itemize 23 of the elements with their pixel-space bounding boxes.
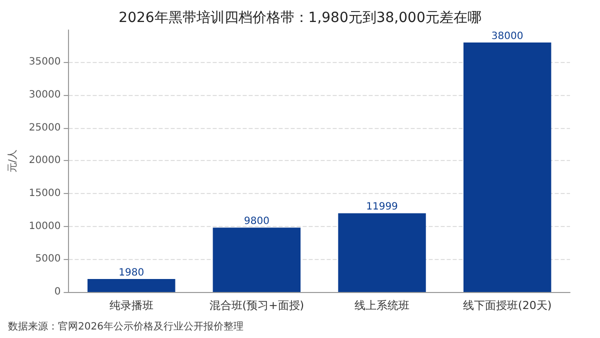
x-tick-label: 线上系统班 bbox=[354, 299, 410, 312]
y-tick-label: 5000 bbox=[35, 254, 61, 265]
source-note: 数据来源：官网2026年公示价格及行业公开报价整理 bbox=[8, 320, 244, 332]
data-label: 11999 bbox=[366, 202, 398, 213]
y-tick-label: 0 bbox=[54, 286, 61, 298]
bar bbox=[463, 42, 552, 292]
y-tick-label: 30000 bbox=[28, 90, 61, 101]
y-tick-label: 15000 bbox=[28, 188, 61, 200]
x-tick-label: 纯录播班 bbox=[109, 299, 154, 312]
chart-title: 2026年黑带培训四档价格带：1,980元到38,000元差在哪 bbox=[118, 10, 482, 26]
y-tick-label: 10000 bbox=[28, 220, 61, 232]
data-label: 38000 bbox=[491, 30, 524, 42]
data-label: 1980 bbox=[118, 268, 144, 278]
y-tick-label: 20000 bbox=[28, 155, 61, 166]
y-axis-title: 元/人 bbox=[8, 149, 18, 173]
x-tick-label: 线下面授班(20天) bbox=[463, 299, 552, 312]
y-tick-label: 35000 bbox=[28, 56, 61, 68]
data-label: 9800 bbox=[244, 216, 270, 228]
x-tick-label: 混合班(预习+面授) bbox=[209, 299, 304, 312]
bar bbox=[338, 213, 426, 292]
y-tick-label: 25000 bbox=[28, 122, 61, 134]
bar bbox=[88, 279, 176, 292]
bar bbox=[212, 228, 301, 292]
